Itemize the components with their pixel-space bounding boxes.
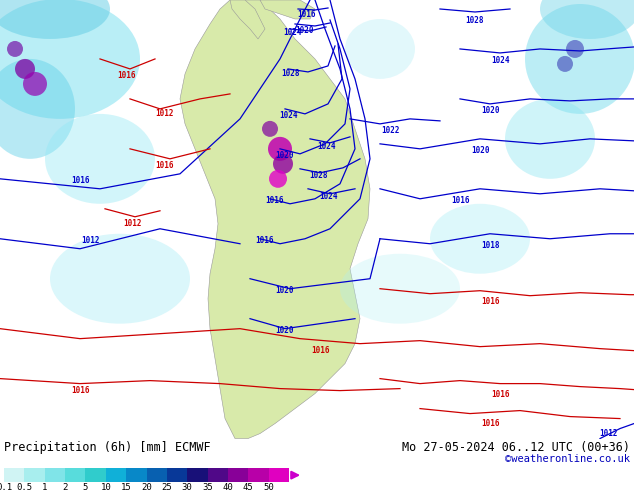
Ellipse shape — [540, 0, 634, 39]
Text: 1016: 1016 — [256, 236, 275, 245]
Text: 1024: 1024 — [317, 143, 335, 151]
Text: 1018: 1018 — [481, 241, 499, 250]
Text: 1016: 1016 — [71, 386, 89, 395]
Bar — [146, 468, 167, 482]
Text: 1016: 1016 — [266, 196, 284, 205]
Text: 25: 25 — [162, 483, 172, 490]
Text: ©weatheronline.co.uk: ©weatheronline.co.uk — [505, 454, 630, 465]
Text: 20: 20 — [141, 483, 152, 490]
Text: 1024: 1024 — [319, 192, 337, 201]
Circle shape — [7, 41, 23, 57]
Text: 1016: 1016 — [481, 297, 499, 306]
Text: 1028: 1028 — [309, 172, 327, 180]
Ellipse shape — [0, 59, 75, 159]
Bar — [269, 468, 289, 482]
Circle shape — [557, 56, 573, 72]
Text: 50: 50 — [263, 483, 274, 490]
Text: 5: 5 — [83, 483, 88, 490]
Bar — [167, 468, 187, 482]
Text: 1020: 1020 — [295, 26, 314, 35]
Circle shape — [566, 40, 584, 58]
Text: 30: 30 — [182, 483, 193, 490]
Ellipse shape — [430, 204, 530, 274]
Text: 1028: 1028 — [466, 17, 484, 25]
Text: Mo 27-05-2024 06..12 UTC (00+36): Mo 27-05-2024 06..12 UTC (00+36) — [402, 441, 630, 454]
Bar — [24, 468, 45, 482]
Ellipse shape — [45, 114, 155, 204]
Ellipse shape — [345, 19, 415, 79]
Bar — [187, 468, 207, 482]
Text: 1024: 1024 — [491, 56, 509, 66]
Circle shape — [15, 59, 35, 79]
Text: 1020: 1020 — [471, 147, 489, 155]
Bar — [249, 468, 269, 482]
Ellipse shape — [50, 234, 190, 324]
Text: 2: 2 — [62, 483, 68, 490]
Circle shape — [262, 121, 278, 137]
Ellipse shape — [0, 0, 110, 39]
Text: 1016: 1016 — [311, 346, 329, 355]
Text: 1016: 1016 — [481, 419, 499, 428]
Text: 1028: 1028 — [281, 70, 299, 78]
Text: 10: 10 — [100, 483, 111, 490]
Ellipse shape — [505, 99, 595, 179]
Ellipse shape — [525, 4, 634, 114]
Circle shape — [273, 154, 293, 174]
Text: 1012: 1012 — [156, 109, 174, 119]
Text: 1012: 1012 — [123, 219, 141, 228]
Ellipse shape — [0, 0, 140, 119]
Text: 1: 1 — [42, 483, 48, 490]
Bar — [45, 468, 65, 482]
Bar — [207, 468, 228, 482]
Polygon shape — [230, 0, 265, 39]
Text: 15: 15 — [120, 483, 131, 490]
Bar — [228, 468, 249, 482]
Text: 1016: 1016 — [156, 161, 174, 171]
Text: Precipitation (6h) [mm] ECMWF: Precipitation (6h) [mm] ECMWF — [4, 441, 210, 454]
Text: 1024: 1024 — [283, 28, 301, 37]
Text: 1016: 1016 — [117, 72, 135, 80]
Text: 1020: 1020 — [276, 151, 294, 160]
Text: 0.5: 0.5 — [16, 483, 32, 490]
Text: 1012: 1012 — [598, 429, 618, 438]
Text: 1024: 1024 — [279, 111, 297, 121]
Text: 1016: 1016 — [451, 196, 469, 205]
Bar — [126, 468, 146, 482]
Circle shape — [268, 137, 292, 161]
Circle shape — [269, 170, 287, 188]
Text: 1022: 1022 — [381, 126, 399, 135]
Text: 1012: 1012 — [81, 236, 100, 245]
Text: 45: 45 — [243, 483, 254, 490]
Text: 1016: 1016 — [297, 10, 315, 20]
Text: 35: 35 — [202, 483, 213, 490]
Circle shape — [23, 72, 47, 96]
Text: 1020: 1020 — [276, 286, 294, 295]
Bar — [65, 468, 86, 482]
Bar — [86, 468, 106, 482]
Text: 1020: 1020 — [481, 106, 499, 115]
Polygon shape — [260, 0, 315, 19]
Bar — [4, 468, 24, 482]
Text: 40: 40 — [223, 483, 233, 490]
Polygon shape — [180, 0, 370, 439]
Text: 0.1: 0.1 — [0, 483, 12, 490]
Ellipse shape — [340, 254, 460, 324]
Text: 1020: 1020 — [276, 326, 294, 335]
Text: 1016: 1016 — [71, 176, 89, 185]
Text: 1016: 1016 — [491, 390, 509, 399]
Bar — [106, 468, 126, 482]
